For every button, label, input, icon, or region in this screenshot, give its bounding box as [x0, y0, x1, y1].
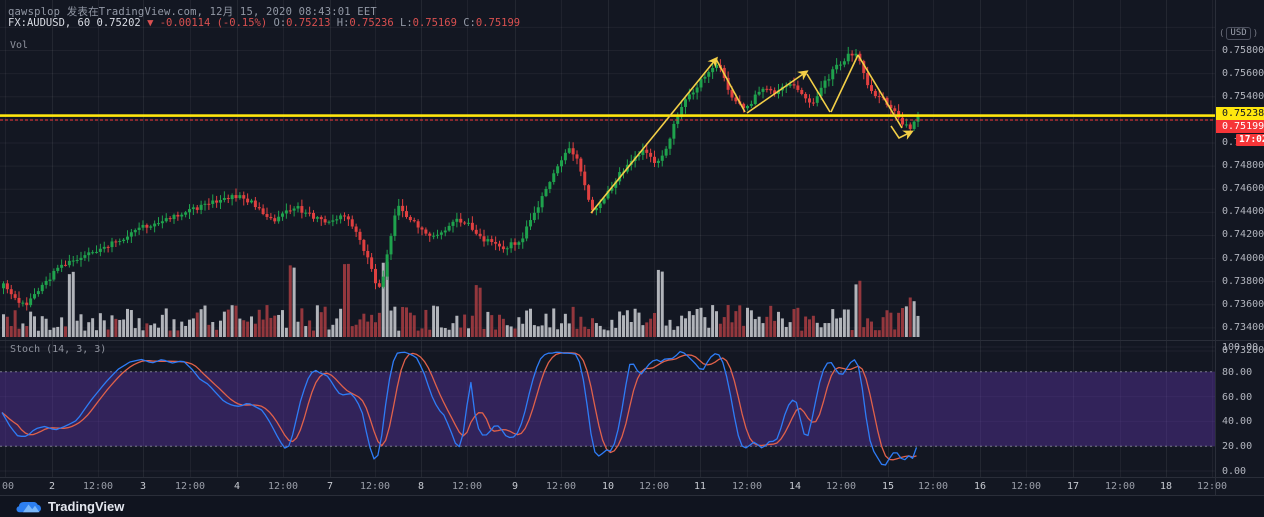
price-tick-label: 0.74400 [1222, 206, 1264, 218]
price-tick-label: 0.74000 [1222, 252, 1264, 264]
price-tick-label: 0.74800 [1222, 160, 1264, 172]
price-tick-label: 0.73800 [1222, 275, 1264, 287]
time-tick-label: 15 [881, 481, 895, 492]
time-tick-label: 12:00 [174, 481, 206, 492]
volume-indicator-label[interactable]: Vol [10, 40, 29, 51]
stoch-indicator-label[interactable]: Stoch (14, 3, 3) [10, 344, 107, 355]
high-value: 0.75236 [349, 17, 394, 29]
price-tick-label: 0.75400 [1222, 90, 1264, 102]
time-tick-label: 14 [788, 481, 802, 492]
close-label: C: [456, 17, 476, 29]
time-tick-label: 12:00 [825, 481, 857, 492]
low-label: L: [393, 17, 413, 29]
open-label: O: [273, 17, 287, 29]
candles [2, 46, 920, 311]
time-tick-label: 7 [326, 481, 334, 492]
time-tick-label: 12:00 [267, 481, 299, 492]
last-price-badge: 0.75199 [1216, 120, 1264, 133]
time-tick-label: 9 [511, 481, 519, 492]
time-axis[interactable]: :00 2 12:00 3 12:00 4 12:00 7 12:00 8 12:00 9 12:00 1… [0, 477, 1264, 495]
stoch-tick-label: 80.00 [1222, 366, 1253, 378]
price-lines[interactable] [0, 114, 1215, 121]
tradingview-logo-icon[interactable] [16, 499, 42, 515]
high-label: H: [330, 17, 350, 29]
time-tick-label: 12:00 [1010, 481, 1042, 492]
price-tick-label: 0.73400 [1222, 321, 1264, 333]
paren-left: ( [1219, 28, 1225, 39]
paren-right: ) [1252, 28, 1259, 39]
price-tick-label: 0.74600 [1222, 183, 1264, 195]
time-tick-label: 10 [601, 481, 615, 492]
footer-bar: TradingView [0, 496, 1264, 517]
symbol-info-line[interactable]: FX:AUDUSD, 60 0.75202 ▼ -0.00114 (-0.15%… [8, 17, 520, 29]
main-chart-canvas[interactable] [0, 0, 1264, 495]
time-tick-label: 12:00 [359, 481, 391, 492]
stoch-tick-label: 60.00 [1222, 391, 1253, 403]
time-tick-label: 4 [233, 481, 241, 492]
price-tick-label: 0.75600 [1222, 67, 1264, 79]
time-tick-label: 16 [973, 481, 987, 492]
price-tick-label: 0.73200 [1222, 345, 1264, 356]
low-value: 0.75169 [412, 17, 457, 29]
stoch-lines [1, 350, 918, 466]
price-axis-separator [1215, 0, 1216, 495]
pane-separator[interactable] [0, 340, 1264, 341]
trend-line-drawings[interactable] [590, 54, 914, 214]
time-tick-label: 8 [417, 481, 425, 492]
stoch-band [0, 371, 1215, 447]
time-tick-label: 12:00 [917, 481, 949, 492]
close-value: 0.75199 [475, 17, 521, 29]
time-tick-label: 12:00 [638, 481, 670, 492]
time-tick-label: 12:00 [731, 481, 763, 492]
symbol-name-and-last: FX:AUDUSD, 60 0.75202 [8, 17, 148, 29]
time-tick-label: 12:00 [451, 481, 483, 492]
yellow-line-price-badge[interactable]: 0.75238 [1216, 107, 1264, 120]
volume-bars [2, 261, 920, 337]
bar-countdown-badge: 17:02 [1236, 134, 1264, 146]
currency-toggle[interactable]: ( USD ) [1219, 27, 1258, 40]
stoch-tick-label: 20.00 [1222, 441, 1253, 453]
time-tick-label: 3 [139, 481, 147, 492]
price-tick-label: 0.75800 [1222, 44, 1264, 56]
currency-label: USD [1226, 27, 1251, 40]
time-tick-label: 12:00 [545, 481, 577, 492]
tradingview-brand-text[interactable]: TradingView [48, 499, 125, 514]
time-tick-label: 12:00 [82, 481, 114, 492]
time-axis-separator [0, 477, 1264, 478]
time-tick-label: 2 [48, 481, 56, 492]
time-tick-label: 18 [1159, 481, 1173, 492]
price-tick-label: 0.74200 [1222, 229, 1264, 241]
time-tick-label: 11 [693, 481, 707, 492]
price-change: ▼ -0.00114 (-0.15%) [147, 17, 274, 29]
time-tick-label: :00 [0, 481, 15, 492]
time-tick-label: 12:00 [1196, 481, 1228, 492]
price-tick-label: 0.73600 [1222, 298, 1264, 310]
stoch-tick-label: 0.00 [1222, 466, 1247, 477]
gridlines [0, 0, 1215, 477]
time-tick-label: 17 [1066, 481, 1080, 492]
open-value: 0.75213 [286, 17, 331, 29]
published-watermark: qawsplop 发表在TradingView.com, 12月 15, 202… [8, 6, 377, 18]
stoch-tick-label: 100.00 [1222, 342, 1259, 353]
time-tick-label: 12:00 [1104, 481, 1136, 492]
stoch-tick-label: 40.00 [1222, 416, 1253, 428]
footer-separator [0, 495, 1264, 496]
